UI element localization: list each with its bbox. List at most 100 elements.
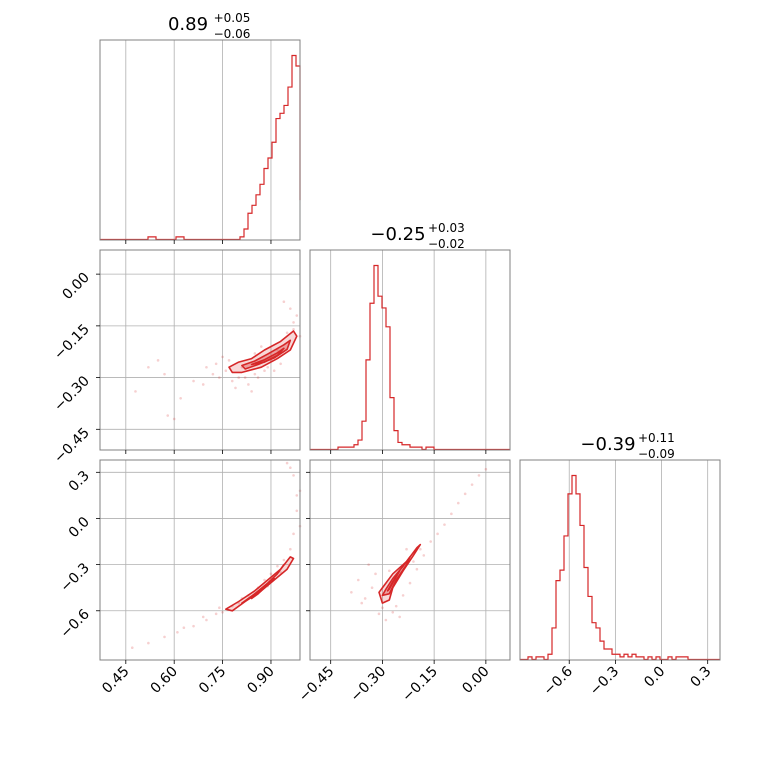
scatter-point-0-16 — [247, 383, 250, 386]
scatter-point-0-5 — [172, 417, 176, 421]
hist-frame-2 — [519, 459, 721, 661]
scatter-point-2-5 — [381, 606, 384, 609]
scatter-point-2-4 — [377, 612, 381, 616]
scatter-point-0-25 — [289, 307, 292, 310]
xtick-label-1-3: 0.00 — [459, 664, 492, 697]
scatter-point-0-36 — [211, 372, 215, 376]
scatter-point-1-2 — [163, 635, 166, 639]
scatter-point-0-12 — [230, 379, 234, 383]
scatter-point-2-24 — [374, 572, 377, 576]
hist-title-2: −0.39 — [580, 434, 635, 455]
scatter-point-1-15 — [282, 558, 286, 562]
scatter-point-2-29 — [398, 615, 401, 619]
scatter-point-2-22 — [419, 547, 422, 551]
scatter-point-0-6 — [179, 396, 182, 400]
ytick-label-1-2: −0.15 — [51, 321, 93, 363]
scatter-point-2-18 — [463, 492, 467, 496]
scatter-point-1-25 — [218, 606, 221, 609]
data-layer — [100, 54, 720, 661]
scatter-point-0-3 — [134, 390, 137, 393]
scatter-point-1-7 — [221, 611, 224, 614]
scatter-point-2-10 — [408, 581, 412, 585]
scatter-point-1-0 — [130, 646, 134, 649]
scatter-point-2-13 — [429, 540, 432, 543]
hist-title-0: 0.89 — [168, 14, 208, 35]
hist-title-plus-0: +0.05 — [214, 11, 251, 25]
scatter-point-0-39 — [266, 365, 270, 369]
scatter-point-0-27 — [292, 328, 295, 331]
scatter-point-2-28 — [360, 601, 364, 605]
scatter-point-1-12 — [263, 578, 266, 582]
scatter-point-2-27 — [405, 547, 408, 551]
xtick-label-0-0: 0.45 — [99, 664, 132, 697]
xtick-label-2-2: 0.0 — [641, 664, 668, 691]
scatter-point-2-9 — [401, 594, 405, 597]
ytick-label-1-1: −0.30 — [51, 373, 93, 415]
contour-0-2 — [250, 347, 285, 366]
histogram-1 — [310, 264, 510, 451]
scatter-point-0-26 — [282, 300, 286, 304]
contour-0-0 — [228, 330, 298, 374]
ytick-label-2-0: −0.6 — [57, 606, 92, 641]
ytick-label-2-3: 0.3 — [66, 468, 93, 495]
scatter-point-2-21 — [484, 467, 488, 471]
contour-1-1 — [241, 563, 285, 604]
contour-1-2 — [250, 577, 275, 600]
xtick-label-2-0: −0.6 — [541, 663, 576, 698]
scatter-point-1-5 — [205, 618, 208, 622]
grid-layer — [100, 40, 709, 660]
ytick-label-2-1: −0.3 — [57, 560, 92, 595]
xtick-label-0-3: 0.90 — [244, 664, 277, 697]
scatter-point-0-31 — [272, 369, 276, 372]
scatter-point-0-2 — [147, 365, 150, 369]
scatter-point-0-4 — [166, 414, 170, 417]
scatter-point-1-14 — [276, 564, 279, 568]
xtick-label-2-3: 0.3 — [687, 664, 714, 691]
hist-title-plus-1: +0.03 — [428, 221, 465, 235]
scatter-point-0-35 — [221, 355, 224, 359]
ytick-label-1-0: −0.45 — [51, 425, 93, 467]
scatter-point-2-23 — [412, 560, 415, 563]
scatter-point-2-1 — [356, 578, 360, 582]
scatter-point-0-24 — [295, 314, 299, 317]
scatter-point-1-26 — [201, 615, 205, 619]
hist-title-plus-2: +0.11 — [638, 431, 675, 445]
scatter-point-0-1 — [163, 372, 166, 376]
hist-frame-1 — [309, 249, 511, 451]
scatter-point-0-34 — [227, 359, 231, 362]
scatter-point-2-12 — [422, 554, 426, 557]
scatter-point-1-20 — [292, 474, 295, 477]
scatter-point-0-8 — [205, 365, 208, 369]
scatter-point-2-15 — [443, 523, 446, 526]
scatter-point-0-19 — [263, 369, 266, 372]
scatter-point-0-30 — [253, 352, 257, 355]
hist-title-1: −0.25 — [370, 224, 425, 245]
scatter-point-0-13 — [234, 386, 237, 390]
scatter-point-2-2 — [363, 597, 367, 600]
scatter-point-1-4 — [192, 624, 195, 628]
scatter-point-2-8 — [394, 604, 398, 608]
scatter-point-1-24 — [285, 461, 289, 465]
scatter-point-1-21 — [289, 466, 292, 469]
scatter-point-0-37 — [201, 383, 205, 386]
panel-frame-0 — [99, 249, 301, 451]
hist-title-minus-2: −0.09 — [638, 447, 675, 461]
scatter-point-1-6 — [214, 612, 218, 616]
scatter-point-0-38 — [250, 390, 253, 393]
scatter-point-1-13 — [269, 572, 273, 576]
scatter-point-0-11 — [224, 369, 228, 372]
scatter-point-1-1 — [147, 641, 150, 645]
scatter-point-0-14 — [237, 376, 241, 379]
scatter-point-1-31 — [279, 571, 282, 574]
scatter-point-0-10 — [218, 376, 221, 379]
hist-frame-0 — [99, 39, 301, 241]
scatter-point-1-17 — [292, 532, 295, 536]
hist-title-minus-1: −0.02 — [428, 237, 465, 251]
scatter-point-1-19 — [295, 494, 299, 497]
scatter-point-2-20 — [477, 474, 481, 477]
scatter-point-0-15 — [243, 376, 247, 379]
ytick-label-2-2: 0.0 — [66, 514, 93, 541]
scatter-point-0-29 — [259, 345, 263, 348]
scatter-point-0-32 — [279, 362, 282, 366]
